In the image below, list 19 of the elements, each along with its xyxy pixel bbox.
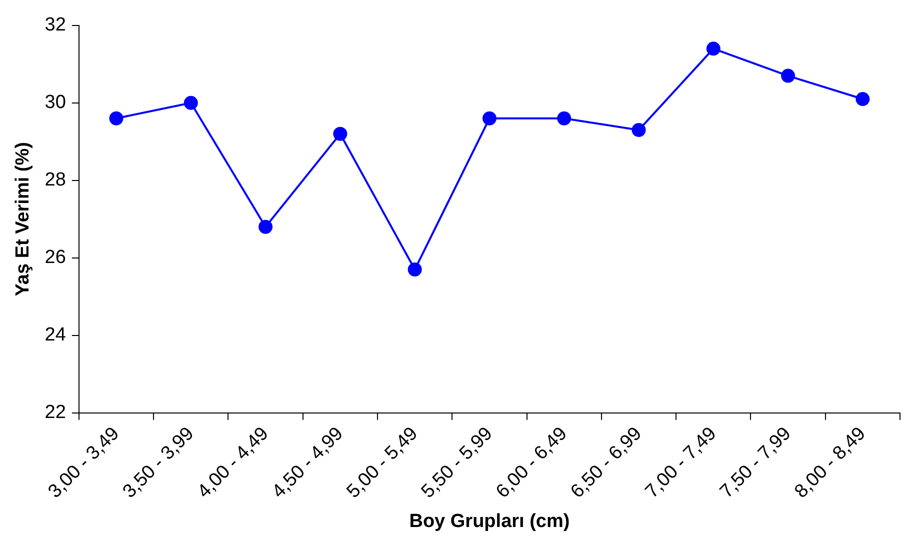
- y-axis-title: Yaş Et Verimi (%): [12, 142, 34, 296]
- point: [184, 96, 198, 110]
- y-tick-label: 30: [44, 92, 66, 114]
- point: [856, 92, 870, 106]
- y-tick-label: 28: [44, 170, 66, 191]
- y-tick-label: 32: [44, 14, 66, 36]
- point: [781, 68, 796, 83]
- y-tick-label: 22: [44, 402, 66, 424]
- point: [632, 123, 646, 138]
- y-tick-label: 26: [44, 247, 66, 268]
- point: [557, 111, 572, 126]
- point: [333, 126, 348, 141]
- point: [258, 220, 273, 234]
- point: [706, 42, 720, 56]
- point: [408, 262, 422, 276]
- y-tick-label: 24: [44, 324, 66, 346]
- x-axis-title: Boy Grupları (cm): [409, 510, 570, 532]
- point: [109, 111, 124, 126]
- point: [482, 111, 496, 126]
